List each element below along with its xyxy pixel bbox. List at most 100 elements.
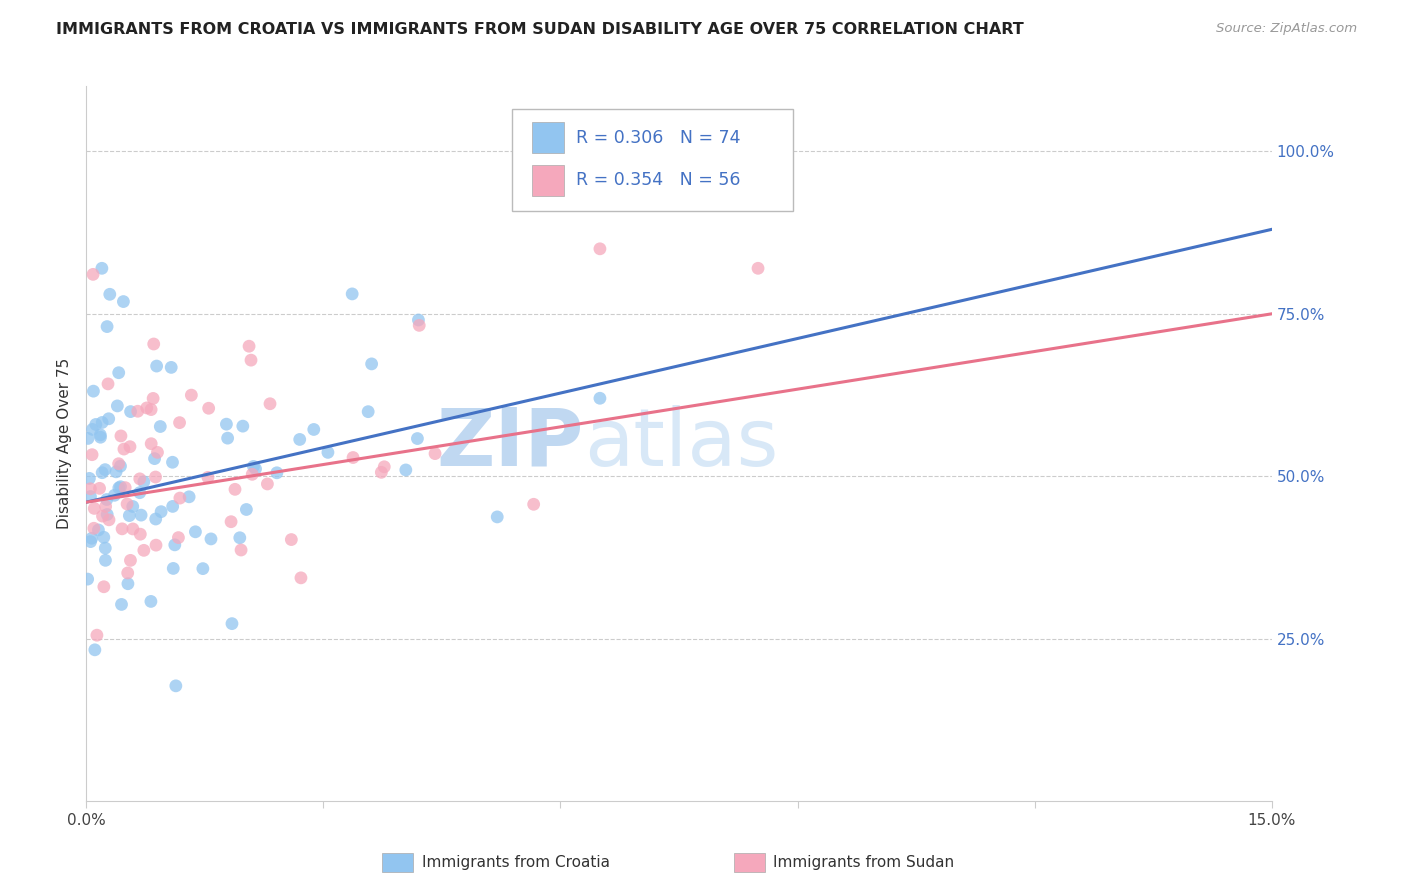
- Point: [90, 261, 112, 276]
- Point: [406, 432, 429, 446]
- Point: [97, 376, 120, 391]
- Point: [163, 538, 186, 552]
- Y-axis label: Disability Age Over 75: Disability Age Over 75: [58, 358, 72, 529]
- Point: [232, 419, 254, 434]
- Point: [197, 470, 219, 484]
- Point: [486, 509, 509, 524]
- Point: [146, 445, 169, 459]
- Point: [129, 527, 152, 541]
- Point: [302, 422, 325, 436]
- Point: [229, 531, 252, 545]
- Point: [145, 470, 167, 484]
- Point: [114, 481, 136, 495]
- Point: [373, 459, 395, 474]
- Point: [143, 451, 166, 466]
- Point: [97, 411, 120, 425]
- Point: [98, 287, 121, 301]
- Point: [423, 447, 446, 461]
- Point: [342, 450, 364, 465]
- Point: [523, 497, 546, 511]
- Point: [80, 531, 103, 545]
- Point: [84, 417, 107, 432]
- Point: [96, 492, 118, 507]
- Point: [82, 384, 104, 399]
- Point: [86, 628, 108, 642]
- Point: [117, 566, 139, 580]
- Point: [160, 360, 183, 375]
- Point: [360, 357, 382, 371]
- Point: [98, 513, 121, 527]
- Point: [79, 534, 101, 549]
- Point: [217, 431, 239, 445]
- Point: [80, 448, 103, 462]
- Point: [141, 436, 163, 450]
- Point: [316, 445, 339, 459]
- Point: [118, 440, 141, 454]
- Point: [117, 576, 139, 591]
- Point: [150, 505, 173, 519]
- Point: [139, 402, 162, 417]
- Point: [235, 502, 257, 516]
- Point: [266, 466, 288, 480]
- Point: [139, 594, 162, 608]
- Point: [142, 337, 165, 351]
- Point: [107, 457, 129, 471]
- Point: [110, 598, 132, 612]
- Point: [103, 488, 125, 502]
- Point: [83, 521, 105, 535]
- Point: [94, 541, 117, 555]
- Point: [224, 483, 246, 497]
- Point: [128, 472, 150, 486]
- Point: [167, 531, 190, 545]
- Point: [179, 490, 201, 504]
- Point: [245, 462, 267, 476]
- Point: [110, 429, 132, 443]
- Point: [91, 416, 114, 430]
- Point: [197, 401, 219, 416]
- Point: [89, 481, 111, 495]
- Point: [120, 553, 142, 567]
- Point: [165, 679, 187, 693]
- Point: [120, 404, 142, 418]
- Point: [340, 286, 363, 301]
- Point: [105, 399, 128, 413]
- Point: [149, 419, 172, 434]
- Point: [408, 318, 430, 333]
- Point: [93, 530, 115, 544]
- Point: [169, 491, 191, 505]
- Point: [145, 538, 167, 552]
- Point: [221, 616, 243, 631]
- Point: [169, 416, 191, 430]
- Point: [240, 467, 263, 482]
- Text: R = 0.306   N = 74: R = 0.306 N = 74: [575, 128, 740, 146]
- Point: [128, 485, 150, 500]
- Point: [162, 500, 184, 514]
- Point: [215, 417, 238, 432]
- Text: Immigrants from Croatia: Immigrants from Croatia: [422, 855, 610, 870]
- Point: [200, 532, 222, 546]
- Point: [256, 477, 278, 491]
- Point: [112, 294, 135, 309]
- Point: [589, 391, 612, 405]
- Point: [82, 422, 104, 436]
- Point: [242, 459, 264, 474]
- Point: [79, 482, 101, 496]
- Point: [145, 359, 167, 373]
- Point: [142, 392, 165, 406]
- Point: [87, 523, 110, 537]
- Point: [129, 508, 152, 522]
- Point: [93, 580, 115, 594]
- Point: [290, 571, 312, 585]
- Point: [370, 466, 392, 480]
- Point: [191, 561, 214, 575]
- Point: [79, 471, 101, 485]
- Point: [82, 268, 104, 282]
- Point: [408, 313, 430, 327]
- Point: [111, 522, 134, 536]
- Point: [83, 643, 105, 657]
- Point: [132, 543, 155, 558]
- Point: [96, 319, 118, 334]
- Point: [135, 401, 157, 415]
- Point: [180, 388, 202, 402]
- Point: [112, 442, 135, 456]
